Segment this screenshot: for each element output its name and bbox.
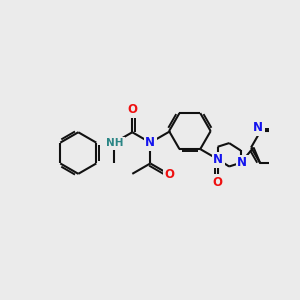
- Text: NH: NH: [106, 138, 123, 148]
- Text: O: O: [127, 103, 137, 116]
- Text: O: O: [213, 176, 223, 189]
- Text: N: N: [253, 121, 263, 134]
- Text: N: N: [213, 153, 224, 167]
- Text: O: O: [165, 168, 175, 181]
- Text: N: N: [237, 156, 247, 169]
- Text: N: N: [145, 136, 155, 149]
